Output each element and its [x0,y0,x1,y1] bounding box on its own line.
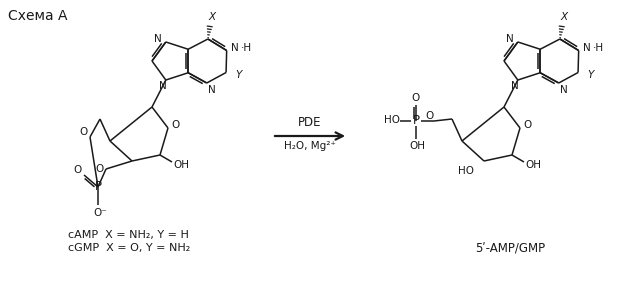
Text: N: N [154,34,162,44]
Text: N: N [560,85,568,95]
Text: Y: Y [587,69,593,80]
Text: N: N [583,42,591,53]
Text: ·H: ·H [241,42,252,53]
Text: H₂O, Mg²⁺: H₂O, Mg²⁺ [284,141,336,151]
Text: N: N [506,34,514,44]
Text: N: N [208,85,216,95]
Text: O: O [523,120,531,130]
Text: X: X [561,12,568,22]
Text: Схема A: Схема A [8,9,67,23]
Text: O: O [95,164,103,174]
Text: N: N [511,81,518,91]
Text: OH: OH [409,141,425,151]
Text: O⁻: O⁻ [93,208,107,218]
Text: PDE: PDE [298,117,322,130]
Text: OH: OH [173,160,189,170]
Text: cGMP  X = O, Y = NH₂: cGMP X = O, Y = NH₂ [68,243,190,253]
Text: P: P [413,114,419,128]
Text: 5ʹ-AMP/GMP: 5ʹ-AMP/GMP [475,241,545,255]
Text: X: X [209,12,216,22]
Text: ·H: ·H [593,42,604,53]
Text: O: O [425,111,433,121]
Text: O: O [171,120,179,130]
Text: O: O [79,127,87,137]
Text: O: O [412,93,420,103]
Text: HO: HO [384,115,400,125]
Text: N: N [159,81,166,91]
Text: cAMP  X = NH₂, Y = H: cAMP X = NH₂, Y = H [68,230,189,240]
Text: Y: Y [235,69,241,80]
Text: O: O [74,165,82,175]
Text: N: N [231,42,239,53]
Text: HO: HO [458,166,474,176]
Text: OH: OH [525,160,541,170]
Text: P: P [95,180,102,194]
